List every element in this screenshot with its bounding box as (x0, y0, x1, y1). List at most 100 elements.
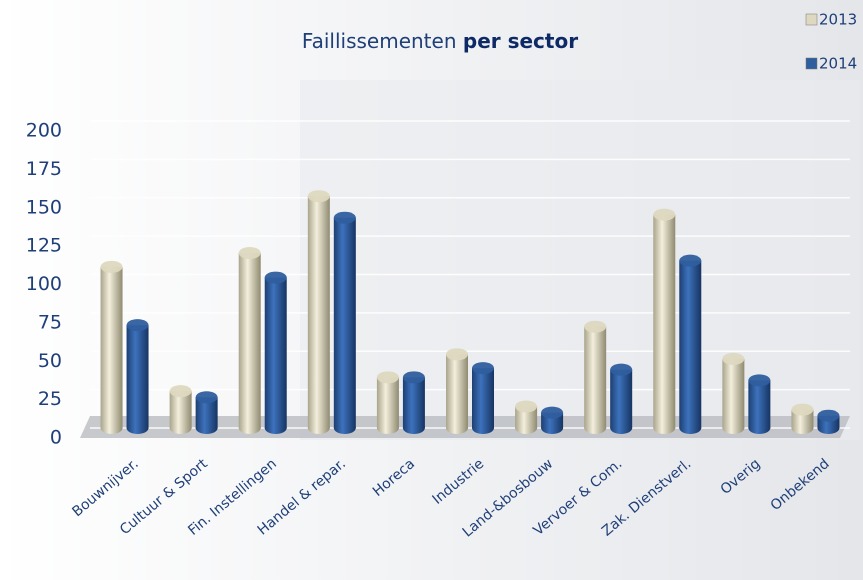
bar-part (402, 371, 425, 384)
title-part: Faillissementen (302, 29, 457, 53)
bar (169, 385, 192, 434)
bar-part (653, 214, 676, 428)
bar-part (817, 422, 840, 434)
bar (126, 319, 149, 434)
bar-part (195, 391, 218, 404)
bar-part (541, 406, 564, 419)
bar-part (238, 247, 261, 260)
y-tick-label: 150 (26, 196, 62, 218)
bar-part (126, 422, 149, 434)
bar (472, 362, 494, 434)
bar-part (817, 409, 840, 422)
bar (584, 320, 607, 434)
bar-part (169, 422, 192, 434)
bar-part (264, 271, 287, 284)
bar-part (376, 377, 399, 428)
bar (100, 260, 123, 434)
bar-part (653, 422, 676, 434)
bar-part (791, 403, 814, 416)
y-tick-label: 175 (26, 158, 62, 180)
bar-part (264, 277, 287, 428)
bar-part (584, 422, 607, 434)
bar (307, 190, 330, 434)
bar-part (584, 326, 607, 428)
bar-part (472, 422, 494, 434)
bar-part (169, 391, 192, 428)
bar-part (679, 260, 702, 428)
y-tick-label: 75 (38, 311, 62, 333)
bar-part (472, 362, 494, 375)
y-tick-label: 200 (26, 120, 62, 142)
bar-part (307, 422, 330, 434)
bar (264, 271, 287, 434)
bar-part (515, 406, 538, 428)
bar-part (446, 354, 468, 428)
bar-part (610, 422, 633, 434)
bar-part (748, 380, 771, 428)
bar-part (541, 422, 564, 434)
bar (195, 391, 218, 434)
bar-part (748, 374, 771, 387)
legend-label: 2014 (819, 55, 857, 73)
bar-part (610, 369, 633, 428)
bar-part (376, 371, 399, 384)
bar (402, 371, 425, 434)
legend-swatch (805, 57, 818, 70)
legend-label: 2013 (819, 11, 857, 29)
bar-part (333, 217, 356, 428)
bar-part (446, 348, 468, 361)
bar (238, 247, 261, 434)
y-tick-label: 100 (26, 273, 62, 295)
bar (748, 374, 771, 434)
y-tick-label: 50 (38, 350, 62, 372)
y-tick-label: 0 (50, 427, 62, 449)
bar-part (100, 266, 123, 428)
bar (376, 371, 399, 434)
bar-part (100, 260, 123, 273)
bar-part (307, 196, 330, 428)
bar (653, 208, 676, 434)
bar (679, 254, 702, 434)
legend-swatch (805, 13, 818, 26)
bar-part (722, 358, 745, 428)
bar-part (679, 422, 702, 434)
bar-part (238, 253, 261, 428)
y-tick-label: 25 (38, 388, 62, 410)
bar-part (333, 422, 356, 434)
title-highlight: per sector (463, 29, 578, 53)
bar-part (515, 400, 538, 413)
bar-part (238, 422, 261, 434)
bar-part (515, 422, 538, 434)
bar-part (402, 422, 425, 434)
bar-part (195, 397, 218, 428)
bar-part (402, 377, 425, 428)
chart-title: Faillissementen per sector (302, 29, 578, 53)
bar (446, 348, 468, 434)
bar-part (722, 352, 745, 365)
bar-part (722, 422, 745, 434)
bar-part (376, 422, 399, 434)
bar (817, 409, 840, 434)
bar (515, 400, 538, 434)
bar (541, 406, 564, 434)
bar-part (264, 422, 287, 434)
bar-part (126, 325, 149, 428)
bar-part (126, 319, 149, 332)
bar-part (584, 320, 607, 333)
bar-part (195, 422, 218, 434)
bar-part (307, 190, 330, 203)
bar-part (169, 385, 192, 398)
bar-part (748, 422, 771, 434)
bar (333, 211, 356, 434)
bar-part (653, 208, 676, 221)
bar-part (679, 254, 702, 267)
bar-part (791, 422, 814, 434)
bar-part (446, 422, 468, 434)
bar (722, 352, 745, 434)
bar-part (610, 363, 633, 376)
bar-part (472, 368, 494, 428)
bar (791, 403, 814, 434)
y-tick-label: 125 (26, 235, 62, 257)
bar-part (100, 422, 123, 434)
